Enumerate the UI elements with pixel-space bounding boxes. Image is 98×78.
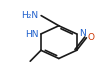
Text: H₂N: H₂N [22, 11, 39, 20]
Text: HN: HN [25, 30, 38, 39]
Text: N: N [79, 29, 86, 38]
Text: O: O [88, 33, 95, 42]
